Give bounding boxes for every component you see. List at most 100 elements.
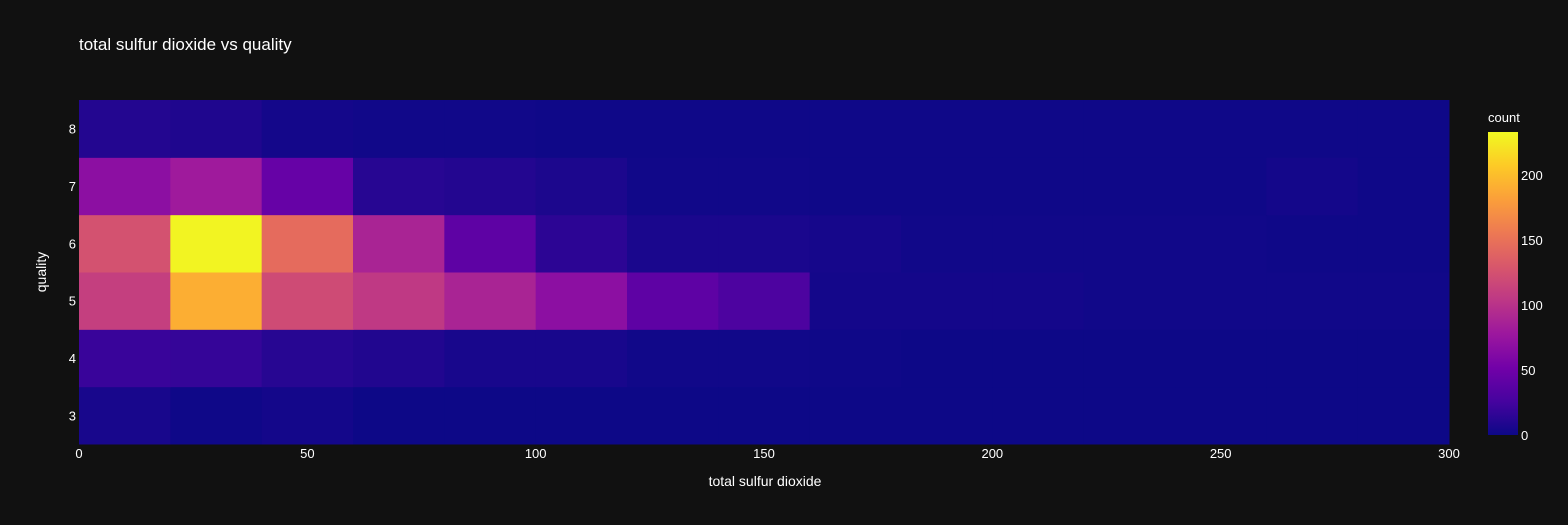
heatmap-cell xyxy=(718,100,811,158)
heatmap-cell xyxy=(1083,100,1176,158)
heatmap-cell xyxy=(718,157,811,216)
heatmap-cell xyxy=(353,272,445,330)
heatmap-cell xyxy=(535,157,628,216)
heatmap-cell xyxy=(901,329,993,388)
heatmap-cell xyxy=(1175,157,1267,216)
colorbar-title: count xyxy=(1488,110,1520,125)
chart-title: total sulfur dioxide vs quality xyxy=(79,35,292,54)
heatmap-cell xyxy=(444,100,537,158)
heatmap-cell xyxy=(1175,386,1267,445)
heatmap-cell xyxy=(1175,100,1267,158)
heatmap-cell xyxy=(627,214,719,273)
colorbar-ticks: 0 50 100 150 200 xyxy=(1521,168,1543,443)
y-axis-ticks: 3 4 5 6 7 8 xyxy=(69,122,76,424)
x-tick-label: 200 xyxy=(981,446,1003,461)
heatmap-cell xyxy=(1083,157,1176,216)
heatmap-cell xyxy=(535,386,628,445)
colorbar xyxy=(1488,132,1518,435)
heatmap-cell xyxy=(353,329,445,388)
colorbar-tick-label: 100 xyxy=(1521,298,1543,313)
heatmap-cell xyxy=(1083,214,1176,273)
heatmap-cell xyxy=(79,157,171,216)
heatmap-cell xyxy=(170,157,263,216)
heatmap-cell xyxy=(718,329,811,388)
heatmap-cell xyxy=(261,329,354,388)
heatmap-cell xyxy=(1357,157,1450,216)
heatmap-cell xyxy=(627,272,719,330)
heatmap-cell xyxy=(261,100,354,158)
heatmap-cell xyxy=(353,214,445,273)
heatmap-cell xyxy=(992,214,1085,273)
x-tick-label: 0 xyxy=(75,446,82,461)
heatmap-cell xyxy=(1266,272,1359,330)
heatmap-cell xyxy=(444,329,537,388)
y-tick-label: 3 xyxy=(69,408,76,423)
heatmap-cell xyxy=(535,100,628,158)
heatmap-cell xyxy=(170,329,263,388)
y-tick-label: 8 xyxy=(69,122,76,137)
heatmap-cell xyxy=(79,100,171,158)
heatmap-cell xyxy=(992,329,1085,388)
y-tick-label: 4 xyxy=(69,351,76,366)
colorbar-tick-label: 50 xyxy=(1521,363,1535,378)
heatmap-cell xyxy=(1266,157,1359,216)
heatmap-cell xyxy=(718,214,811,273)
x-tick-label: 300 xyxy=(1438,446,1460,461)
heatmap-cell xyxy=(809,100,902,158)
heatmap-cell xyxy=(444,214,537,273)
heatmap-cell xyxy=(809,157,902,216)
heatmap-cell xyxy=(627,100,719,158)
heatmap-cell xyxy=(79,214,171,273)
heatmap-cell xyxy=(901,272,993,330)
y-tick-label: 7 xyxy=(69,179,76,194)
heatmap-cell xyxy=(718,386,811,445)
heatmap-cell xyxy=(809,272,902,330)
colorbar-tick-label: 150 xyxy=(1521,233,1543,248)
heatmap-cell xyxy=(170,214,263,273)
heatmap-cell xyxy=(1175,272,1267,330)
heatmap-cell xyxy=(1266,214,1359,273)
x-axis-ticks: 0 50 100 150 200 250 300 xyxy=(75,446,1459,461)
heatmap-cell xyxy=(992,386,1085,445)
heatmap-cell xyxy=(992,100,1085,158)
y-tick-label: 6 xyxy=(69,236,76,251)
heatmap-cell xyxy=(261,157,354,216)
heatmap-cell xyxy=(353,100,445,158)
colorbar-tick-label: 0 xyxy=(1521,428,1528,443)
heatmap-cell xyxy=(1175,214,1267,273)
heatmap-cell xyxy=(1083,272,1176,330)
heatmap-cell xyxy=(170,272,263,330)
heatmap-cell xyxy=(79,272,171,330)
heatmap-cell xyxy=(1266,386,1359,445)
heatmap-cell xyxy=(718,272,811,330)
heatmap-cell xyxy=(170,386,263,445)
x-tick-label: 250 xyxy=(1210,446,1232,461)
heatmap-cell xyxy=(261,214,354,273)
heatmap-cell xyxy=(627,386,719,445)
heatmap-cell xyxy=(1357,386,1450,445)
heatmap-cell xyxy=(1083,386,1176,445)
x-tick-label: 100 xyxy=(525,446,547,461)
heatmap-cell xyxy=(79,329,171,388)
x-tick-label: 150 xyxy=(753,446,775,461)
heatmap-cell xyxy=(1357,329,1450,388)
heatmap-cell xyxy=(809,329,902,388)
heatmap-cell xyxy=(535,329,628,388)
heatmap-cell xyxy=(261,386,354,445)
heatmap-cell xyxy=(444,157,537,216)
x-axis-title: total sulfur dioxide xyxy=(709,473,822,489)
heatmap-cell xyxy=(809,214,902,273)
heatmap-cell xyxy=(1357,214,1450,273)
heatmap-cell xyxy=(444,386,537,445)
heatmap-cell xyxy=(444,272,537,330)
heatmap-cell xyxy=(901,386,993,445)
heatmap-cell xyxy=(809,386,902,445)
heatmap-cell xyxy=(1357,272,1450,330)
heatmap-cell xyxy=(1175,329,1267,388)
heatmap-cell xyxy=(535,214,628,273)
colorbar-tick-label: 200 xyxy=(1521,168,1543,183)
heatmap-cell xyxy=(627,329,719,388)
heatmap-cell xyxy=(1083,329,1176,388)
heatmap-cell xyxy=(170,100,263,158)
